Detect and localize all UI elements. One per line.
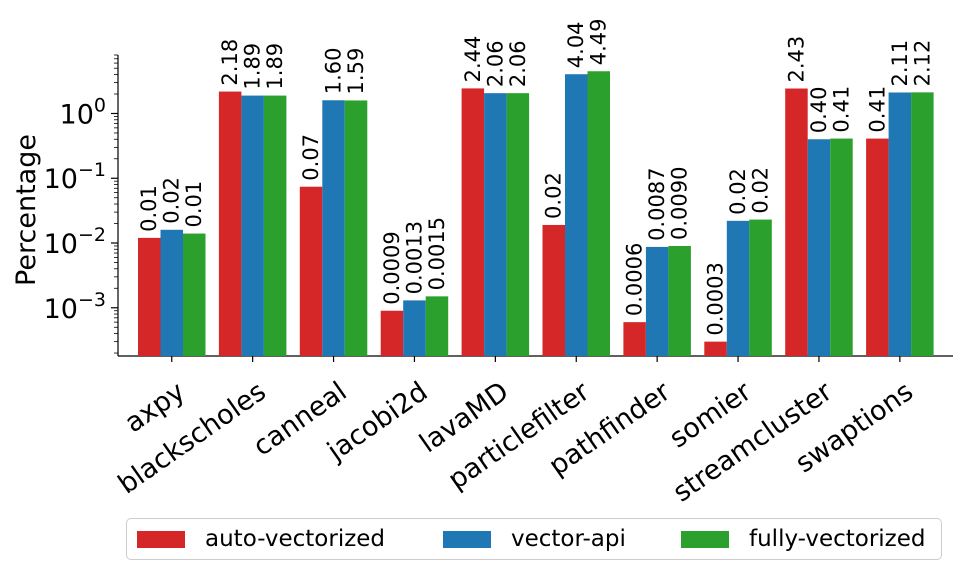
bar-value-label: 2.12 xyxy=(910,40,934,87)
bar-value-label: 0.0006 xyxy=(623,243,647,316)
bar-pathfinder-auto-vectorized xyxy=(623,322,646,356)
y-tick-label: 10−2 xyxy=(44,224,106,260)
x-axis-ticks: axpyblackscholescannealjacobi2dlavaMDpar… xyxy=(113,356,919,508)
bar-value-label: 0.41 xyxy=(829,86,853,133)
bar-blackscholes-vector-api xyxy=(241,95,264,357)
bar-blackscholes-fully-vectorized xyxy=(263,95,287,357)
chart-bar-labels: 0.010.020.012.181.891.890.071.601.590.00… xyxy=(137,18,934,335)
legend-label-fully-vectorized: fully-vectorized xyxy=(749,526,926,552)
bar-jacobi2d-vector-api xyxy=(403,300,426,356)
y-axis-label: Percentage xyxy=(11,134,42,286)
bar-value-label: 0.0015 xyxy=(425,217,449,290)
bar-swaptions-fully-vectorized xyxy=(911,92,934,357)
legend-label-vector-api: vector-api xyxy=(511,526,626,552)
bar-somier-auto-vectorized xyxy=(704,341,727,356)
y-tick-label: 10−3 xyxy=(44,289,106,325)
legend-swatch-auto-vectorized xyxy=(137,530,185,548)
bar-jacobi2d-auto-vectorized xyxy=(380,310,404,356)
bar-value-label: 0.40 xyxy=(807,86,831,133)
bar-lavaMD-auto-vectorized xyxy=(461,88,485,357)
bar-blackscholes-auto-vectorized xyxy=(218,91,242,356)
bar-canneal-vector-api xyxy=(322,100,345,356)
bar-value-label: 0.02 xyxy=(542,172,566,219)
bar-axpy-fully-vectorized xyxy=(183,233,206,356)
bar-value-label: 0.02 xyxy=(726,168,750,215)
legend-swatch-vector-api xyxy=(443,530,491,548)
bar-value-label: 2.18 xyxy=(218,39,242,86)
bar-value-label: 2.06 xyxy=(483,40,507,87)
bar-value-label: 4.04 xyxy=(564,21,588,68)
bar-value-label: 0.01 xyxy=(137,185,161,232)
bar-value-label: 4.49 xyxy=(587,18,611,65)
bar-value-label: 0.02 xyxy=(749,167,773,214)
bar-swaptions-auto-vectorized xyxy=(866,138,889,356)
legend-label-auto-vectorized: auto-vectorized xyxy=(205,526,386,552)
bar-value-label: 0.0090 xyxy=(668,166,692,239)
bar-axpy-auto-vectorized xyxy=(138,237,161,356)
bar-value-label: 0.01 xyxy=(182,181,206,228)
bar-jacobi2d-fully-vectorized xyxy=(425,296,449,356)
bar-particlefilter-vector-api xyxy=(565,74,588,356)
bar-value-label: 1.59 xyxy=(344,48,368,95)
bar-streamcluster-auto-vectorized xyxy=(785,88,808,356)
chart-legend: auto-vectorized vector-api fully-vectori… xyxy=(126,518,942,560)
bar-canneal-auto-vectorized xyxy=(299,186,323,356)
bar-streamcluster-vector-api xyxy=(807,139,831,356)
y-tick-label: 10−1 xyxy=(44,159,106,195)
bar-lavaMD-vector-api xyxy=(484,93,507,356)
bar-value-label: 2.11 xyxy=(888,40,912,87)
legend-swatch-fully-vectorized xyxy=(681,530,729,548)
bar-canneal-fully-vectorized xyxy=(344,100,368,356)
bar-lavaMD-fully-vectorized xyxy=(506,93,530,356)
bar-value-label: 0.02 xyxy=(160,177,184,224)
bar-somier-vector-api xyxy=(726,220,750,356)
bar-value-label: 2.44 xyxy=(461,36,485,83)
bar-pathfinder-fully-vectorized xyxy=(668,245,691,356)
bar-pathfinder-vector-api xyxy=(645,246,669,356)
bar-value-label: 0.07 xyxy=(299,134,323,181)
bar-particlefilter-fully-vectorized xyxy=(587,71,610,357)
bar-value-label: 2.43 xyxy=(784,36,808,83)
bar-particlefilter-auto-vectorized xyxy=(542,224,565,356)
legend-item-vector-api: vector-api xyxy=(443,519,626,559)
bar-value-label: 1.60 xyxy=(322,48,346,95)
bar-somier-fully-vectorized xyxy=(749,219,772,356)
legend-item-auto-vectorized: auto-vectorized xyxy=(137,519,385,559)
bar-swaptions-vector-api xyxy=(888,92,912,356)
bar-value-label: 0.0009 xyxy=(380,231,404,304)
bar-value-label: 2.06 xyxy=(506,40,530,87)
y-axis-ticks: 10−3 10−2 10−1 100 xyxy=(44,54,118,354)
bar-value-label: 0.0013 xyxy=(402,221,426,294)
bar-streamcluster-fully-vectorized xyxy=(830,138,853,356)
legend-item-fully-vectorized: fully-vectorized xyxy=(681,519,926,559)
bar-value-label: 1.89 xyxy=(263,43,287,90)
bar-axpy-vector-api xyxy=(160,229,183,356)
bar-value-label: 0.0087 xyxy=(645,167,669,240)
chart-bars xyxy=(138,71,934,357)
bar-value-label: 0.41 xyxy=(865,86,889,133)
bar-value-label: 0.0003 xyxy=(704,262,728,335)
y-tick-label: 100 xyxy=(60,94,106,130)
bar-value-label: 1.89 xyxy=(241,43,265,90)
